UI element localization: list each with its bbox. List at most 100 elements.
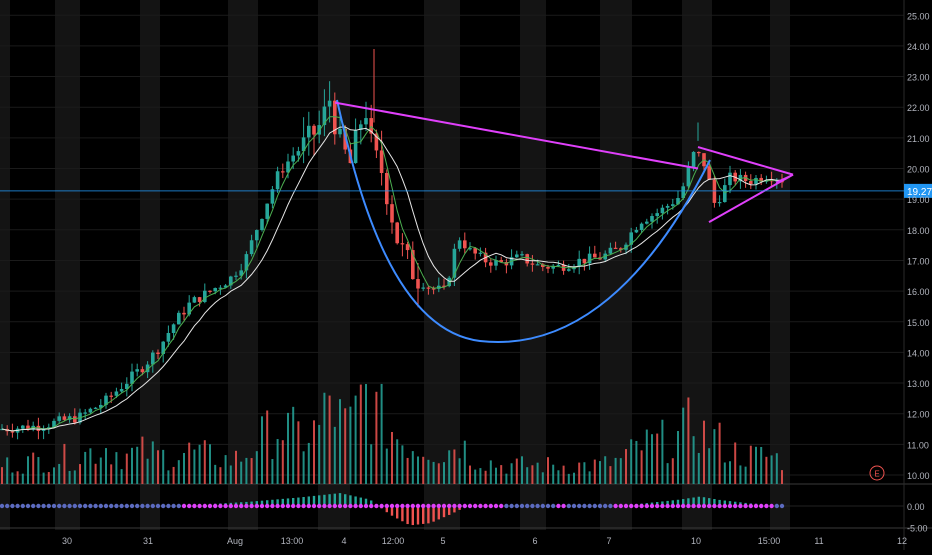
session-shade: [682, 0, 712, 530]
price-tick-label: 15.00: [907, 318, 930, 328]
volume-bar: [89, 448, 92, 484]
triangle-upper-line: [697, 146, 794, 176]
oscillator-dot: [504, 503, 509, 509]
oscillator-dot: [545, 503, 551, 509]
oscillator-dot: [244, 503, 249, 509]
session-shade: [770, 0, 790, 530]
oscillator-tick-label: 0.00: [907, 502, 925, 512]
candle-body: [759, 177, 763, 182]
candle-body: [229, 276, 233, 286]
volume-bar: [359, 384, 362, 484]
volume-bar: [297, 421, 300, 484]
oscillator-dot: [15, 503, 20, 509]
candle-body: [41, 429, 46, 431]
time-tick-label: Aug: [227, 536, 243, 546]
volume-bar: [734, 442, 737, 484]
oscillator-dot: [384, 503, 389, 509]
oscillator-dot: [207, 503, 213, 509]
volume-bar: [84, 451, 87, 484]
price-tick-label: 11.00: [907, 440, 929, 450]
volume-bar: [697, 452, 700, 484]
volume-bar: [567, 473, 570, 484]
oscillator-dot: [525, 503, 530, 509]
oscillator-dot: [296, 503, 301, 509]
volume-bar: [427, 459, 430, 484]
oscillator-dot: [51, 503, 57, 509]
oscillator-dot: [57, 503, 62, 509]
oscillator-dot: [509, 503, 514, 509]
volume-bar: [42, 472, 45, 484]
price-tick-label: 17.00: [907, 256, 930, 266]
candle-body: [21, 425, 25, 429]
oscillator-dot: [103, 503, 109, 509]
volume-bar: [552, 464, 555, 484]
oscillator-dot: [348, 503, 353, 509]
volume-bar: [344, 408, 347, 484]
volume-bar: [172, 466, 175, 484]
candle-body: [416, 279, 420, 289]
volume-bar: [328, 395, 331, 484]
oscillator-dot: [769, 503, 774, 509]
oscillator-dot: [499, 503, 504, 509]
oscillator-dot: [467, 503, 473, 509]
oscillator-dot: [436, 503, 441, 509]
oscillator-dot: [571, 503, 577, 509]
oscillator-dot: [696, 503, 701, 509]
volume-bar: [437, 463, 440, 484]
candle-body: [535, 264, 540, 266]
volume-bar: [521, 456, 523, 484]
candle-body: [525, 254, 529, 264]
oscillator-dot: [124, 503, 129, 509]
candle-body: [379, 150, 384, 173]
oscillator-dot: [686, 503, 691, 509]
oscillator-dot: [192, 503, 197, 509]
earnings-marker-circle: [869, 465, 885, 481]
oscillator-dot: [67, 503, 72, 509]
volume-bar: [339, 399, 341, 484]
moving-averages: [1, 116, 783, 432]
volume-bar: [240, 461, 243, 484]
volume-bar: [713, 429, 716, 484]
time-tick-label: 11: [814, 536, 823, 546]
oscillator-dot: [457, 503, 462, 509]
volume-bar: [209, 444, 211, 484]
oscillator-dot: [77, 503, 83, 509]
volume-bar: [484, 470, 487, 484]
oscillator-dot: [743, 503, 748, 509]
volume-bar: [391, 431, 393, 484]
candle-body: [515, 254, 519, 258]
volume-bar: [261, 416, 263, 484]
candle-body: [109, 395, 113, 397]
volume-bar: [661, 419, 664, 484]
oscillator-dot: [166, 503, 171, 509]
volume-bar: [609, 466, 612, 484]
oscillator-dot: [556, 503, 561, 509]
volume-bar: [703, 420, 705, 484]
candle-body: [395, 222, 399, 244]
volume-bar: [255, 451, 258, 484]
candle-body: [291, 155, 295, 162]
oscillator-dot: [369, 503, 374, 509]
candle-body: [530, 263, 535, 265]
oscillator-dot: [83, 503, 88, 509]
candle-body: [151, 352, 155, 365]
volume-bar: [749, 445, 752, 484]
oscillator-dot: [311, 503, 317, 509]
candle-body: [556, 264, 561, 267]
candle-body: [723, 185, 727, 203]
volume-bar: [432, 461, 435, 484]
oscillator-dot: [629, 503, 634, 509]
oscillator-dot: [431, 503, 436, 509]
price-tick-label: 18.00: [907, 226, 930, 236]
volume-bar: [68, 470, 71, 484]
candle-body: [551, 265, 555, 269]
candle-body: [671, 204, 675, 206]
volume-bar: [32, 452, 35, 484]
volume-bar: [682, 407, 685, 484]
volume-bar: [6, 457, 9, 484]
pattern-drawings[interactable]: [334, 99, 794, 343]
volume-bar: [692, 436, 695, 484]
